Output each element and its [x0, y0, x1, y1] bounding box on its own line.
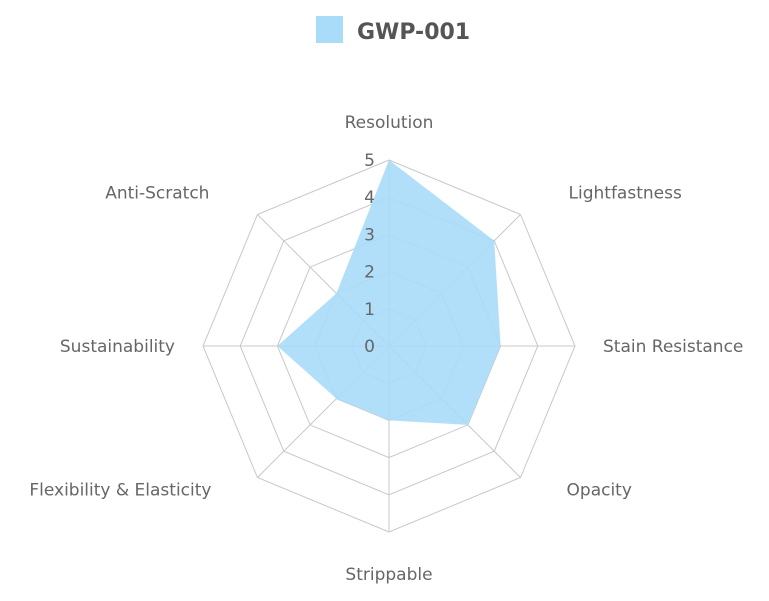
- tick-label-1: 1: [364, 300, 375, 320]
- axis-label-sustainability: Sustainability: [60, 337, 175, 357]
- radial-ticks: 0 1 2 3 4 5: [364, 151, 375, 357]
- axis-label-resolution: Resolution: [345, 113, 434, 133]
- axis-label-anti-scratch: Anti-Scratch: [105, 183, 209, 203]
- axis-labels: Resolution Lightfastness Stain Resistance O…: [29, 113, 743, 585]
- legend-swatch-gwp-001[interactable]: [316, 16, 343, 43]
- tick-label-3: 3: [364, 225, 375, 245]
- tick-label-4: 4: [364, 188, 375, 208]
- series-area: [277, 159, 501, 425]
- tick-label-2: 2: [364, 263, 375, 283]
- axis-label-opacity: Opacity: [567, 481, 632, 501]
- series-area-gwp-001[interactable]: [277, 160, 501, 425]
- tick-label-0: 0: [364, 337, 375, 357]
- axis-label-strippable: Strippable: [345, 565, 432, 585]
- axis-label-lightfastness: Lightfastness: [569, 183, 682, 203]
- legend: GWP-001: [316, 16, 470, 45]
- axis-label-stain-resistance: Stain Resistance: [603, 337, 743, 357]
- tick-label-5: 5: [364, 151, 375, 171]
- axis-label-flexibility-elasticity: Flexibility & Elasticity: [29, 481, 211, 501]
- legend-label-gwp-001[interactable]: GWP-001: [357, 20, 470, 45]
